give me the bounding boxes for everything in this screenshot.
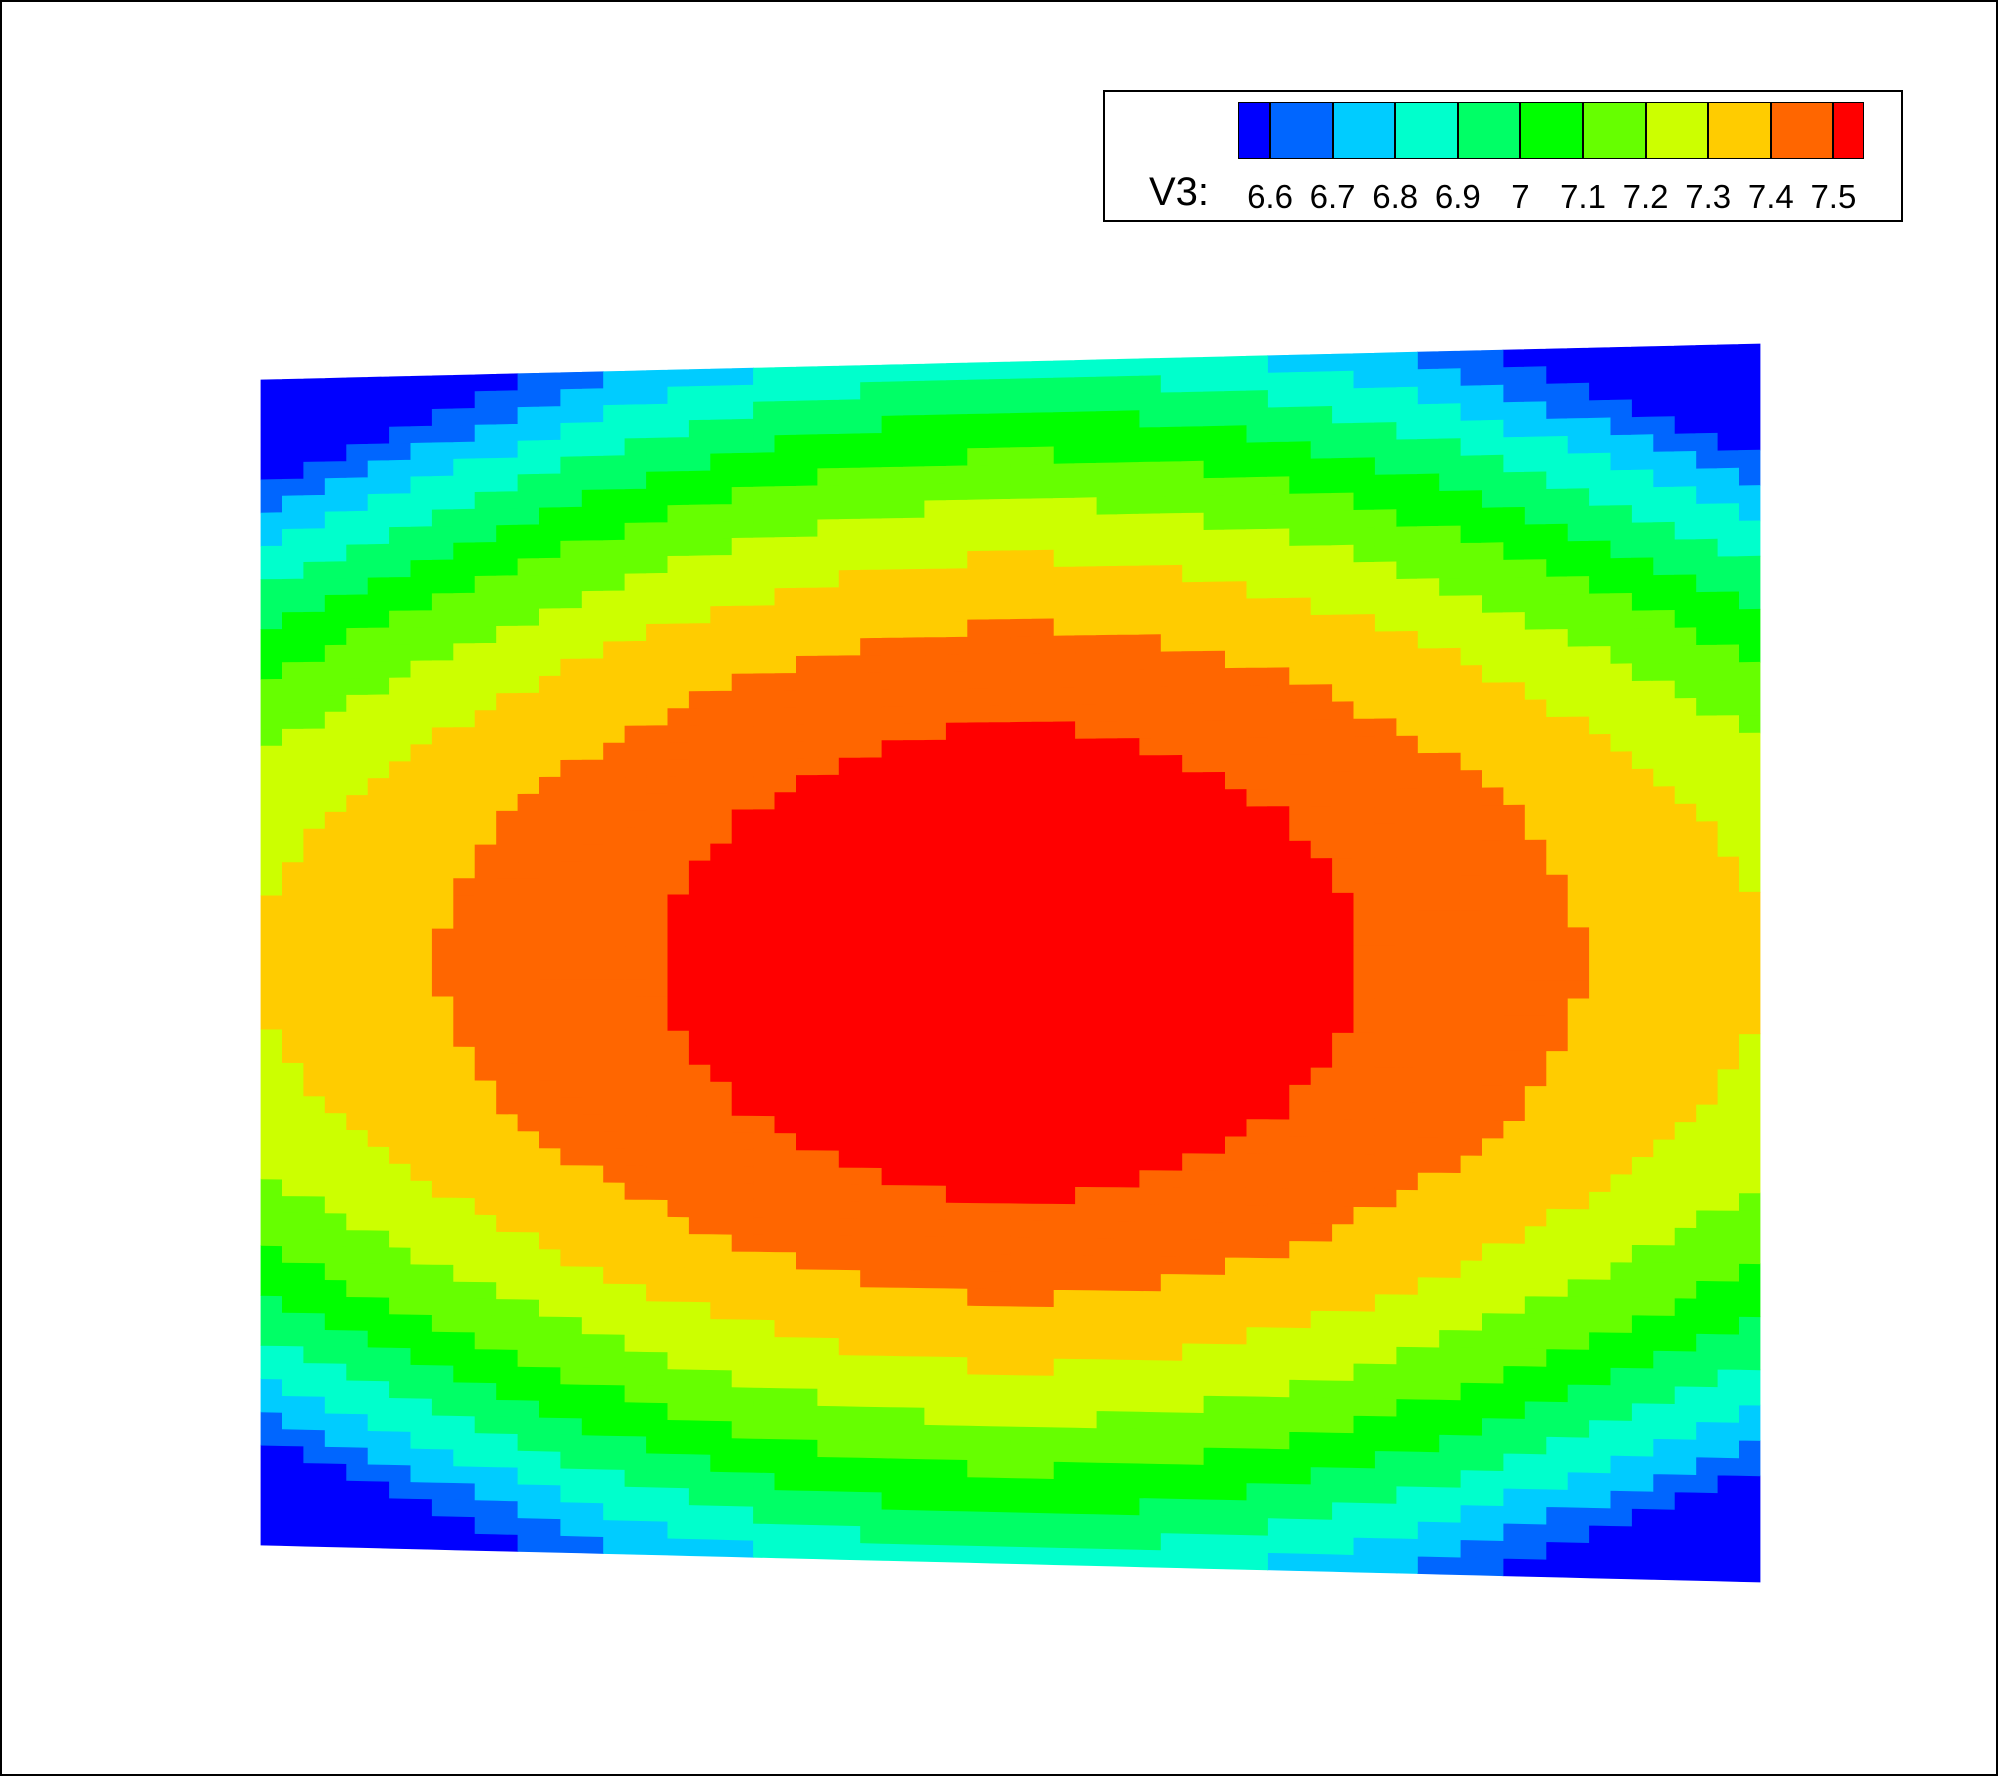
- colorbar-tick-label: 7.3: [1685, 180, 1731, 213]
- colorbar-variable-label: V3:: [1149, 172, 1209, 212]
- colorbar-swatch: [1458, 102, 1521, 159]
- colorbar-swatch: [1520, 102, 1583, 159]
- colorbar-legend: V3: 6.6 6.7 6.8 6.9 7 7.1 7.2 7.3 7.4 7.5: [1103, 90, 1903, 222]
- colorbar-swatch: [1333, 102, 1396, 159]
- colorbar-swatch: [1238, 102, 1270, 159]
- colorbar-tick-label: 7.2: [1623, 180, 1669, 213]
- colorbar-tick-label: 7.4: [1748, 180, 1794, 213]
- colorbar-swatch: [1583, 102, 1646, 159]
- colorbar-tick-label: 7.1: [1560, 180, 1606, 213]
- colorbar-swatches: [1238, 102, 1863, 159]
- colorbar-swatch: [1833, 102, 1864, 159]
- colorbar-tick-label: 7: [1511, 180, 1529, 213]
- colorbar-swatch: [1395, 102, 1458, 159]
- colorbar-tick-label: 6.6: [1247, 180, 1293, 213]
- colorbar-swatch: [1708, 102, 1771, 159]
- colorbar-swatch: [1646, 102, 1709, 159]
- colorbar-swatch: [1270, 102, 1333, 159]
- colorbar-tick-label: 6.7: [1310, 180, 1356, 213]
- colorbar-swatch: [1771, 102, 1834, 159]
- colorbar-tick-label: 7.5: [1810, 180, 1856, 213]
- colorbar-tick-label: 6.8: [1372, 180, 1418, 213]
- colorbar-tick-label: 6.9: [1435, 180, 1481, 213]
